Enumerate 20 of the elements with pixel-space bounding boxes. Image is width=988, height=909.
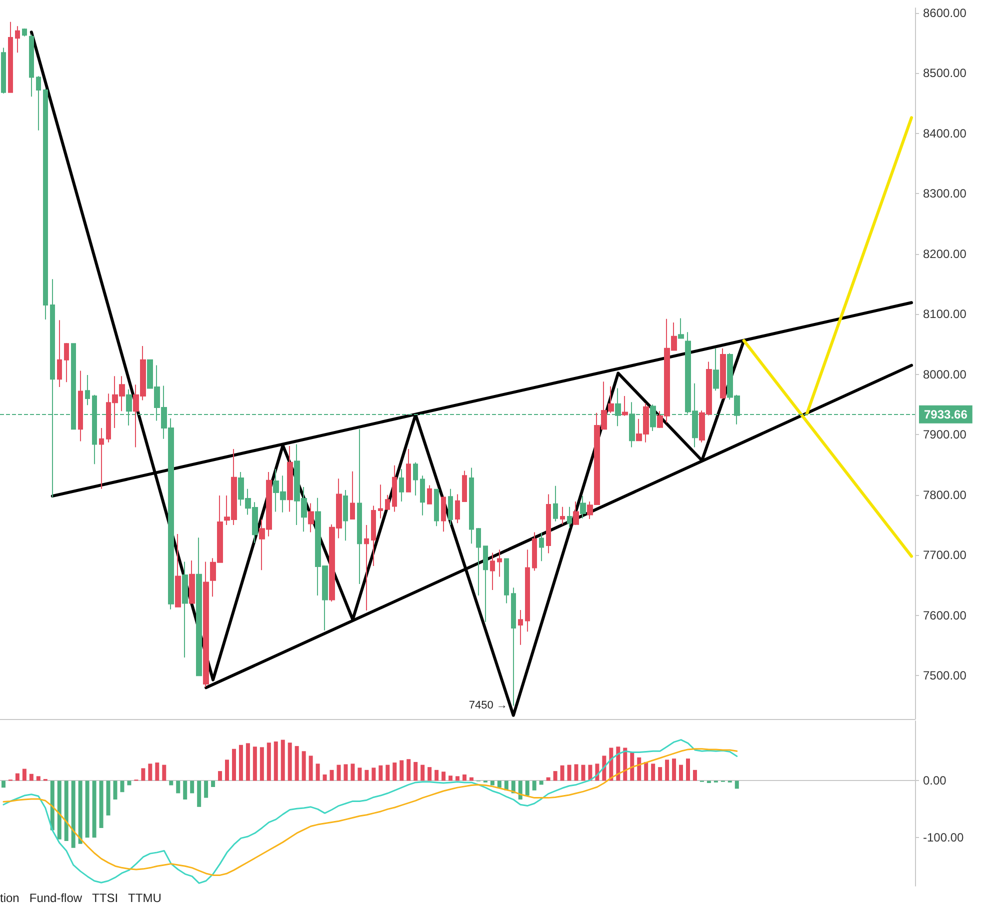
text: TTSI (92, 891, 118, 905)
text: Fund-flow (29, 891, 82, 905)
y-tick-label: 0.00 (923, 774, 947, 788)
y-tick-label: 8400.00 (923, 126, 967, 140)
annotation: 7450 → (468, 700, 508, 712)
text: tion (0, 891, 20, 905)
y-tick-label: 7700.00 (923, 548, 967, 562)
y-tick-label: 8500.00 (923, 66, 967, 80)
y-tick-label: 8300.00 (923, 186, 967, 201)
ref-line-label: 7933.66 (924, 407, 968, 422)
y-tick-label: 8100.00 (923, 307, 967, 322)
y-tick-label: 7800.00 (923, 488, 967, 502)
y-tick-label: 7500.00 (923, 668, 967, 683)
y-tick-label: 8200.00 (923, 246, 967, 261)
y-tick-label: 7900.00 (923, 428, 967, 442)
y-tick-label: 8600.00 (923, 6, 967, 20)
y-tick-label: -100.00 (923, 830, 964, 845)
y-tick-label: 7600.00 (923, 608, 967, 622)
y-tick-label: 8000.00 (923, 367, 967, 382)
text: TTMU (128, 891, 162, 905)
